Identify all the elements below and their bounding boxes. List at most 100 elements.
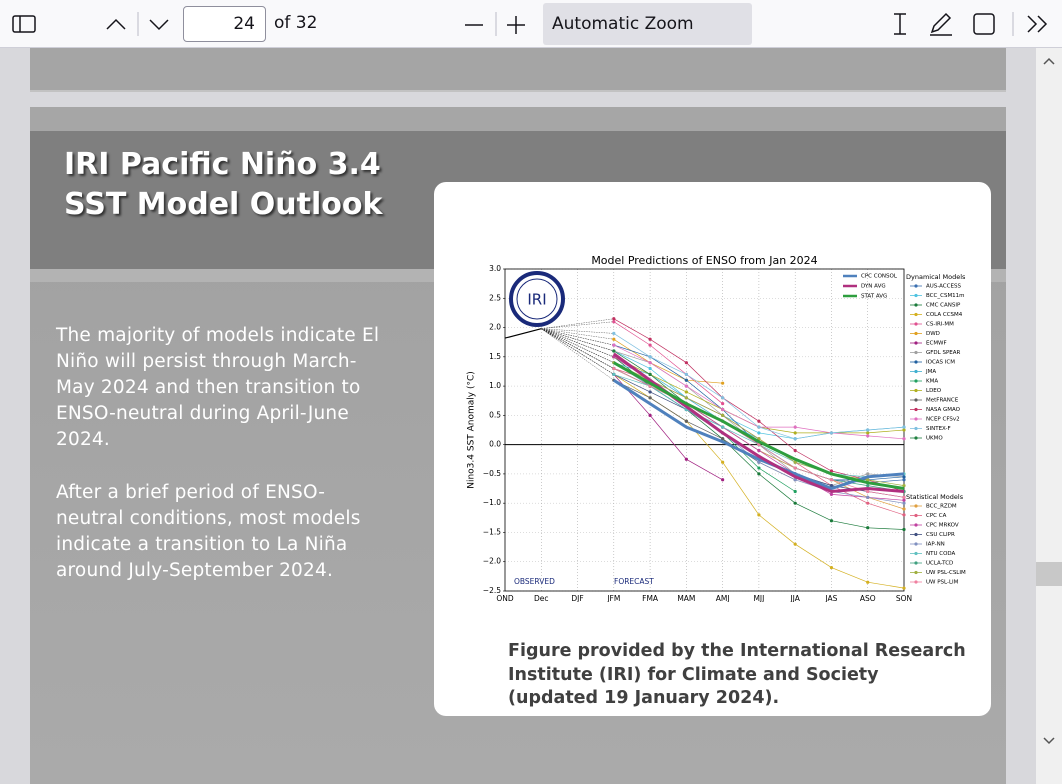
data-point xyxy=(757,460,761,464)
next-page[interactable] xyxy=(149,19,169,31)
paragraph-line: Niño will persist through March- xyxy=(56,351,357,372)
data-point xyxy=(757,448,761,453)
toolbar-icons xyxy=(12,12,1048,36)
data-point xyxy=(902,437,906,441)
scrollbar[interactable] xyxy=(1036,48,1062,784)
scroll-thumb[interactable] xyxy=(1036,562,1062,586)
data-point xyxy=(866,580,870,584)
slide-top-band xyxy=(30,107,1006,131)
page-count: of 32 xyxy=(274,13,318,33)
data-point xyxy=(684,396,688,400)
x-tick-label: MAM xyxy=(677,594,695,602)
data-point xyxy=(902,484,906,488)
data-point xyxy=(721,437,725,441)
legend-marker xyxy=(914,369,918,374)
annotation: FORECAST xyxy=(614,577,654,586)
connector xyxy=(541,328,614,375)
y-tick-label: 0.0 xyxy=(489,440,501,449)
caption-line: Figure provided by the International Res… xyxy=(508,641,966,661)
legend-label: CPC CA xyxy=(926,513,947,519)
page-number-input[interactable]: 24 xyxy=(183,6,266,42)
legend-marker xyxy=(914,504,918,508)
data-point xyxy=(684,419,688,423)
legend-label: GFDL SPEAR xyxy=(926,350,961,356)
legend-label: AUS-ACCESS xyxy=(926,284,961,290)
legend-label: STAT AVG xyxy=(861,294,887,300)
legend-label: CPC CONSOL xyxy=(861,274,898,280)
image-tool[interactable] xyxy=(973,13,995,35)
legend-marker xyxy=(914,580,918,584)
data-point xyxy=(757,513,761,517)
text-tool[interactable] xyxy=(894,13,906,35)
legend-marker xyxy=(914,379,918,383)
logo: IRI xyxy=(527,291,546,309)
legend-marker xyxy=(914,388,918,393)
legend-label: COLA CCSM4 xyxy=(926,312,963,318)
data-point xyxy=(684,361,688,365)
legend-label: ECMWF xyxy=(926,341,947,347)
paragraph-line: May 2024 and then transition to xyxy=(56,377,361,398)
more-tools[interactable] xyxy=(1027,15,1048,33)
x-tick-label: JFM xyxy=(606,594,620,602)
data-point xyxy=(757,443,761,447)
data-point xyxy=(866,526,870,530)
paragraph-line: The majority of models indicate El xyxy=(56,325,380,346)
zoom-select[interactable]: Automatic Zoom xyxy=(543,3,752,45)
y-tick-label: −2.5 xyxy=(483,586,501,595)
data-point xyxy=(721,381,725,385)
sidebar-toggle[interactable] xyxy=(12,15,36,33)
previous-page[interactable] xyxy=(106,18,126,30)
data-point xyxy=(829,492,834,496)
zoom-in[interactable] xyxy=(507,16,525,34)
connector xyxy=(541,328,614,334)
slide-title: IRI Pacific Niño 3.4 xyxy=(64,147,381,182)
scroll-up[interactable] xyxy=(1043,57,1055,65)
x-tick-label: ASO xyxy=(860,594,876,602)
legend-label: BCC_RZDM xyxy=(926,504,957,510)
data-point xyxy=(648,372,652,376)
legend-label: CSU CLIPR xyxy=(926,532,955,538)
scrollbar-graphics xyxy=(1036,57,1062,745)
legend-marker xyxy=(914,551,918,556)
legend-marker xyxy=(914,284,918,288)
connector xyxy=(541,328,614,381)
zoom-label: Automatic Zoom xyxy=(552,14,694,34)
data-point xyxy=(902,507,906,511)
y-tick-label: 3.0 xyxy=(489,264,501,273)
data-point xyxy=(612,366,616,371)
caption-line: Institute (IRI) for Climate and Society xyxy=(508,664,879,685)
legend-label: JMA xyxy=(925,369,936,375)
legend-label: DYN AVG xyxy=(861,284,886,290)
x-tick-label: JAS xyxy=(824,594,837,602)
previous-page-slide xyxy=(30,48,1006,92)
data-point xyxy=(648,343,652,347)
data-point xyxy=(902,501,906,505)
y-tick-label: 1.5 xyxy=(489,352,501,361)
y-tick-label: 0.5 xyxy=(489,410,501,419)
data-point xyxy=(757,425,761,429)
scroll-down[interactable] xyxy=(1043,737,1055,745)
connector xyxy=(541,328,614,358)
data-point xyxy=(721,460,725,464)
data-point xyxy=(866,495,870,499)
y-tick-label: −1.5 xyxy=(483,527,501,536)
legend-label: CS-IRI-MM xyxy=(926,322,954,328)
paragraph-line: neutral conditions, most models xyxy=(56,508,361,529)
data-point xyxy=(684,390,688,394)
legend-label: MetFRANCE xyxy=(926,398,959,404)
data-point xyxy=(793,460,797,464)
caption-line: (updated 19 January 2024). xyxy=(508,688,780,708)
draw-tool[interactable] xyxy=(930,12,952,36)
data-point xyxy=(866,434,870,438)
data-point xyxy=(721,478,725,482)
legend-label: UKMO xyxy=(926,436,943,442)
x-tick-label: FMA xyxy=(642,594,659,602)
observed-line xyxy=(504,328,542,339)
legend-label: NCEP CFSv2 xyxy=(926,417,960,423)
figure-panel xyxy=(434,182,991,716)
legend-title: Dynamical Models xyxy=(906,273,966,281)
legend-marker xyxy=(914,350,918,355)
data-point xyxy=(829,484,834,488)
data-point xyxy=(648,396,652,400)
